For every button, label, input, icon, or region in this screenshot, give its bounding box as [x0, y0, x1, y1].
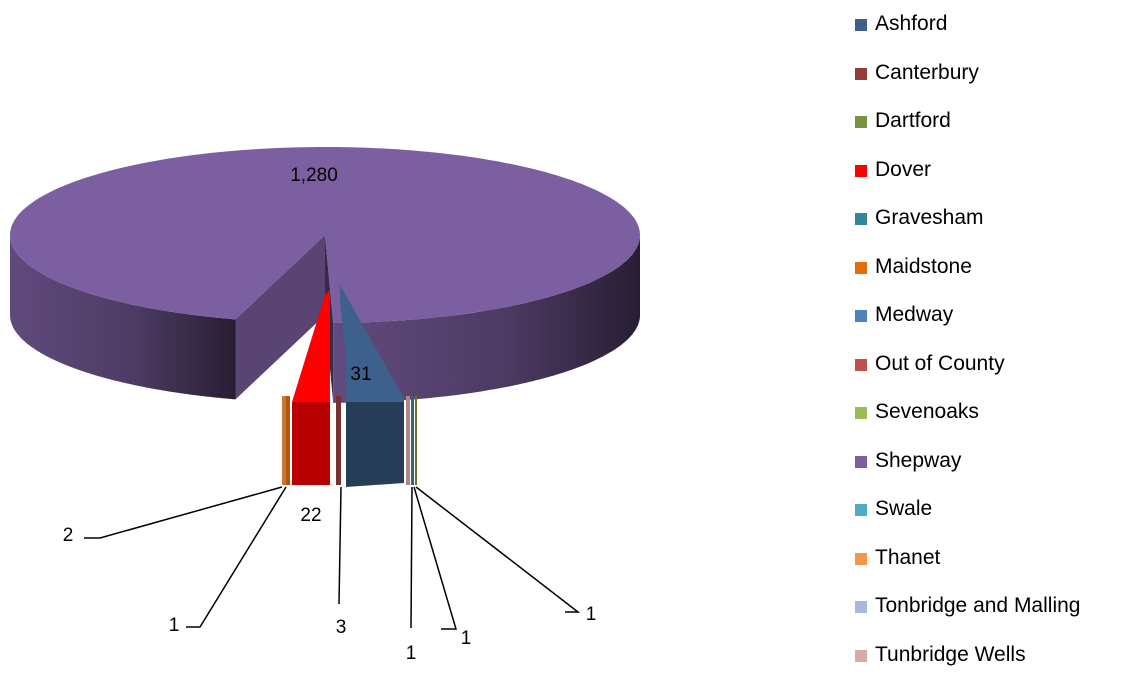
legend-item-shepway: Shepway [855, 445, 1080, 494]
legend-item-thanet: Thanet [855, 542, 1080, 591]
data-label-canterbury: 3 [336, 617, 347, 638]
legend-item-medway: Medway [855, 299, 1080, 348]
legend-swatch [855, 213, 867, 225]
legend: Ashford Canterbury Dartford Dover Gravesham M… [855, 8, 1080, 687]
pie-slice-gravesham [411, 396, 414, 485]
legend-item-swale: Swale [855, 493, 1080, 542]
legend-item-dartford: Dartford [855, 105, 1080, 154]
legend-label: Gravesham [875, 202, 984, 234]
legend-label: Dover [875, 154, 931, 186]
legend-label: Out of County [875, 348, 1005, 380]
legend-label: Sevenoaks [875, 396, 979, 428]
pie-slice-thanet [282, 396, 286, 485]
pie-slice-maidstone [286, 396, 290, 485]
data-label-dartford: 1 [586, 604, 597, 625]
legend-label: Ashford [875, 8, 947, 40]
data-label-gravesham: 1 [461, 628, 472, 649]
data-label-thanet: 2 [63, 525, 74, 546]
legend-swatch [855, 359, 867, 371]
legend-item-tunbridge-wells: Tunbridge Wells [855, 639, 1080, 687]
legend-item-canterbury: Canterbury [855, 57, 1080, 106]
leader-line [186, 487, 286, 627]
legend-label: Canterbury [875, 57, 979, 89]
legend-label: Tonbridge and Malling [875, 590, 1080, 622]
leader-line [414, 487, 456, 629]
legend-swatch [855, 456, 867, 468]
leader-line [411, 487, 412, 628]
data-label-dover: 22 [300, 505, 321, 526]
legend-swatch [855, 407, 867, 419]
legend-label: Maidstone [875, 251, 972, 283]
legend-item-maidstone: Maidstone [855, 251, 1080, 300]
legend-swatch [855, 650, 867, 662]
data-label-tunbridge-wells: 1 [406, 643, 417, 664]
data-label-maidstone: 1 [169, 615, 180, 636]
leader-line [416, 487, 578, 612]
legend-swatch [855, 116, 867, 128]
legend-label: Medway [875, 299, 953, 331]
legend-swatch [855, 165, 867, 177]
legend-label: Shepway [875, 445, 961, 477]
pie-slice-tunbridge-wells [406, 396, 410, 485]
legend-swatch [855, 19, 867, 31]
legend-swatch [855, 504, 867, 516]
legend-swatch [855, 262, 867, 274]
legend-label: Tunbridge Wells [875, 639, 1026, 671]
legend-swatch [855, 553, 867, 565]
leader-line [84, 487, 282, 538]
legend-label: Dartford [875, 105, 951, 137]
legend-item-gravesham: Gravesham [855, 202, 1080, 251]
pie-slice-dartford [415, 396, 417, 485]
pie-slice-canterbury [336, 396, 341, 485]
legend-swatch [855, 601, 867, 613]
legend-label: Swale [875, 493, 932, 525]
legend-item-dover: Dover [855, 154, 1080, 203]
data-label-shepway: 1,280 [290, 165, 338, 186]
legend-item-out-of-county: Out of County [855, 348, 1080, 397]
legend-swatch [855, 310, 867, 322]
legend-swatch [855, 68, 867, 80]
legend-item-tonbridge-and-malling: Tonbridge and Malling [855, 590, 1080, 639]
legend-item-sevenoaks: Sevenoaks [855, 396, 1080, 445]
leader-line [339, 487, 341, 604]
data-label-ashford: 31 [350, 364, 371, 385]
legend-label: Thanet [875, 542, 940, 574]
legend-item-ashford: Ashford [855, 8, 1080, 57]
